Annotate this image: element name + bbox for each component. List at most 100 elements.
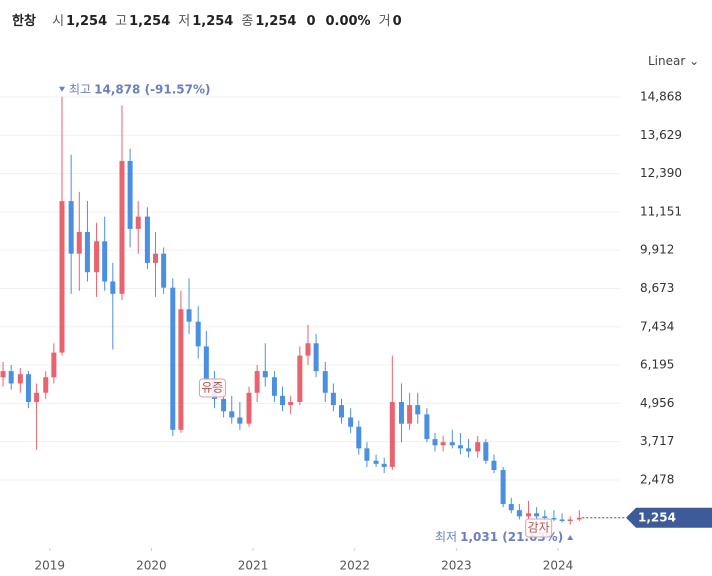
x-tick-label: 2021 bbox=[238, 559, 269, 573]
candle-body bbox=[280, 395, 286, 406]
field-value: 1,254 bbox=[66, 14, 108, 29]
candle-body bbox=[415, 405, 421, 415]
candle-body bbox=[500, 470, 506, 505]
candle-body bbox=[348, 417, 354, 427]
candle-body bbox=[8, 371, 14, 384]
candle-body bbox=[153, 253, 159, 263]
candle-body bbox=[466, 448, 472, 452]
candle-body bbox=[17, 374, 23, 384]
high-arrow bbox=[59, 86, 65, 92]
field-label: 종 bbox=[241, 14, 254, 29]
field-value: 1,254 bbox=[255, 14, 297, 29]
candle-body bbox=[262, 371, 268, 378]
candle-body bbox=[94, 241, 100, 273]
y-tick-label: 9,912 bbox=[640, 243, 674, 257]
y-tick-label: 12,390 bbox=[640, 166, 682, 180]
x-tick-label: 2023 bbox=[441, 559, 472, 573]
last-price-tag bbox=[626, 507, 712, 528]
high-marker: 최고 14,878 (-91.57%) bbox=[69, 82, 211, 96]
candle-body bbox=[43, 377, 49, 393]
candle-body bbox=[59, 201, 65, 353]
event-box bbox=[525, 518, 553, 538]
candle-body bbox=[576, 517, 582, 520]
candle-body bbox=[271, 377, 277, 396]
y-tick-label: 8,673 bbox=[640, 281, 674, 295]
last-price-label: 1,254 bbox=[638, 510, 676, 524]
quote-header: 한창 시 1,254 고 1,254 저 1,254 종 1,254 0 0.00% 거 0 bbox=[12, 10, 410, 29]
candle-body bbox=[526, 513, 532, 517]
candle-body bbox=[432, 439, 438, 446]
candle-body bbox=[381, 463, 387, 467]
candle-body bbox=[440, 442, 446, 446]
field-label: 저 bbox=[178, 14, 191, 29]
field-label: 시 bbox=[52, 14, 65, 29]
event-label: 유증 bbox=[201, 381, 223, 395]
y-tick-label: 3,717 bbox=[640, 434, 674, 448]
x-tick-label: 2022 bbox=[339, 559, 370, 573]
candle-body bbox=[135, 216, 141, 229]
y-tick-label: 13,629 bbox=[640, 128, 682, 142]
low-marker-label: 최저 bbox=[435, 530, 457, 544]
high-marker-label: 최고 bbox=[69, 82, 91, 96]
candle-body bbox=[313, 343, 319, 372]
candle-body bbox=[161, 253, 167, 288]
field-value: 1,254 bbox=[192, 14, 234, 29]
candle-body bbox=[119, 160, 125, 294]
y-tick-label: 4,956 bbox=[640, 396, 674, 410]
candle-body bbox=[542, 516, 548, 518]
scale-dropdown[interactable]: Linear ⌄ bbox=[648, 54, 700, 68]
candle-body bbox=[229, 411, 235, 418]
candle-body bbox=[195, 321, 201, 347]
field-value: 0 bbox=[392, 14, 402, 29]
candle-body bbox=[508, 504, 514, 511]
field-label: 고 bbox=[115, 14, 128, 29]
event-label: 감자 bbox=[528, 521, 550, 535]
candle-body bbox=[305, 343, 311, 356]
candle-body bbox=[51, 352, 57, 378]
candle-body bbox=[170, 287, 176, 430]
candle-body bbox=[127, 160, 133, 229]
candle-body bbox=[373, 460, 379, 464]
y-tick-label: 2,478 bbox=[640, 472, 674, 486]
field-label: 거 bbox=[378, 14, 391, 29]
candle-body bbox=[559, 519, 565, 522]
x-tick-label: 2024 bbox=[543, 559, 574, 573]
candle-body bbox=[516, 510, 522, 517]
candle-body bbox=[203, 346, 209, 381]
candle-body bbox=[322, 371, 328, 393]
candle-body bbox=[424, 414, 430, 440]
candle-body bbox=[76, 232, 82, 254]
field-value: 0.00% bbox=[325, 14, 371, 29]
candle-body bbox=[457, 445, 463, 449]
candle-body bbox=[288, 402, 294, 406]
candle-body bbox=[178, 309, 184, 430]
field-value: 1,254 bbox=[129, 14, 171, 29]
candle-body bbox=[483, 442, 489, 461]
candle-body bbox=[0, 371, 6, 378]
candle-body bbox=[567, 519, 573, 522]
candle-body bbox=[144, 216, 150, 263]
candle-body bbox=[330, 392, 336, 406]
x-tick-label: 2020 bbox=[136, 559, 167, 573]
candle-body bbox=[237, 417, 243, 424]
y-tick-label: 11,151 bbox=[640, 204, 682, 218]
y-tick-label: 7,434 bbox=[640, 319, 674, 333]
field-value: 0 bbox=[306, 14, 316, 29]
candle-body bbox=[186, 309, 192, 322]
high-marker-text: 14,878 (-91.57%) bbox=[94, 82, 210, 96]
scale-label[interactable]: Linear bbox=[648, 54, 686, 68]
y-tick-label: 6,195 bbox=[640, 358, 674, 372]
candle-body bbox=[389, 402, 395, 467]
symbol: 한창 bbox=[12, 14, 36, 29]
candle-body bbox=[491, 460, 497, 471]
candle-body bbox=[221, 398, 227, 412]
x-tick-label: 2019 bbox=[35, 559, 66, 573]
y-tick-label: 14,868 bbox=[640, 89, 682, 103]
candle-body bbox=[246, 392, 252, 424]
candle-body bbox=[551, 517, 557, 520]
candle-body bbox=[84, 232, 90, 273]
candle-body bbox=[475, 442, 481, 452]
candle-body bbox=[254, 371, 260, 393]
